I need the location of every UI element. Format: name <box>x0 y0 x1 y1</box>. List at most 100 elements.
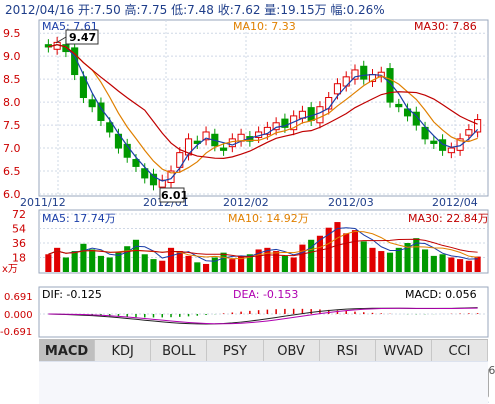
price-x-tick: 2011/12 <box>20 196 66 209</box>
volume-ma30-label: MA30: 22.84万 <box>408 212 489 225</box>
candle-body <box>202 131 210 141</box>
candle-body <box>307 107 315 121</box>
candle-body <box>316 106 324 124</box>
volume-bar <box>159 260 166 272</box>
indicator-tabbar: MACD KDJ BOLL PSY OBV RSI WVAD CCI <box>39 339 488 363</box>
candle-body <box>79 76 87 99</box>
tab-wvad[interactable]: WVAD <box>376 340 432 362</box>
candle-body <box>342 76 350 87</box>
macd-y-tick-top: 0.691 <box>4 292 33 303</box>
macd-dea-line <box>48 307 478 325</box>
candle-body <box>412 111 420 126</box>
tab-rsi[interactable]: RSI <box>320 340 376 362</box>
low-callout: 6.01 <box>161 189 188 202</box>
volume-bar <box>325 227 332 272</box>
candle-body <box>333 83 342 95</box>
candle-body <box>132 159 140 167</box>
candle-body <box>465 129 473 136</box>
tab-psy[interactable]: PSY <box>207 340 264 362</box>
volume-bar <box>413 238 420 272</box>
candle-body <box>272 122 280 131</box>
volume-bar <box>45 254 52 272</box>
volume-bar <box>273 251 280 272</box>
candle-body <box>281 118 289 128</box>
macd-dea-label: DEA: -0.153 <box>233 288 298 301</box>
price-y-tick: 9.0 <box>3 50 21 63</box>
volume-bar <box>430 255 437 272</box>
candle-body <box>395 103 403 108</box>
volume-bar <box>343 233 350 272</box>
ma30-line <box>48 44 478 159</box>
candle-body <box>430 140 438 144</box>
volume-bar <box>132 239 140 272</box>
candle-body <box>149 173 158 186</box>
volume-y-tick: 18 <box>12 252 26 265</box>
price-y-tick: 8.5 <box>3 73 21 86</box>
price-y-tick: 7.0 <box>3 142 21 155</box>
price-ma30-label: MA30: 7.86 <box>414 20 477 33</box>
volume-bar <box>220 252 227 272</box>
volume-bar <box>299 244 306 272</box>
volume-bar <box>290 257 297 272</box>
volume-bar <box>115 252 122 272</box>
candle-body <box>167 170 175 184</box>
high-callout-pointer <box>55 36 67 44</box>
price-ma10-label: MA10: 7.33 <box>233 20 296 33</box>
volume-bar <box>150 259 157 272</box>
volume-bar <box>238 255 245 272</box>
price-y-tick: 9.5 <box>3 27 21 40</box>
volume-bar <box>378 251 385 272</box>
volume-y-tick: 54 <box>12 223 26 236</box>
volume-bar <box>421 249 429 272</box>
high-callout: 9.47 <box>69 31 96 44</box>
volume-bar <box>176 251 183 272</box>
tab-kdj[interactable]: KDJ <box>95 340 152 362</box>
tab-macd[interactable]: MACD <box>39 340 96 362</box>
candle-body <box>141 168 149 179</box>
volume-bar <box>211 257 218 272</box>
volume-bar <box>334 222 341 272</box>
volume-panel-frame <box>38 209 489 274</box>
volume-bar <box>439 254 446 272</box>
candle-body <box>386 68 394 103</box>
candle-body <box>158 179 166 188</box>
candle-body <box>474 119 482 133</box>
volume-bar <box>386 252 394 272</box>
tab-boll[interactable]: BOLL <box>151 340 208 362</box>
macd-panel-frame <box>38 286 489 338</box>
price-x-tick: 2012/04 <box>432 196 478 209</box>
candle-body <box>220 147 228 151</box>
price-x-tick: 2012/02 <box>223 196 269 209</box>
volume-ma10-label: MA10: 14.92万 <box>228 212 309 225</box>
volume-bar <box>448 257 455 272</box>
volume-bar <box>202 263 210 272</box>
tab-cci[interactable]: CCI <box>432 340 488 362</box>
volume-bar <box>316 235 324 272</box>
macd-y-tick-mid: 0.000 <box>4 310 33 321</box>
macd-dif-label: DIF: -0.125 <box>42 288 102 301</box>
tab-obv[interactable]: OBV <box>264 340 320 362</box>
low-callout-box <box>159 187 185 203</box>
candle-body <box>106 122 114 133</box>
price-x-tick: 2012/03 <box>328 196 374 209</box>
candle-body <box>360 65 368 80</box>
volume-bar <box>80 243 87 272</box>
candle-body <box>447 147 455 154</box>
macd-y-tick-bottom: -0.691 <box>0 327 32 338</box>
volume-ma10-line <box>48 230 478 260</box>
volume-y-tick: 36 <box>12 237 26 250</box>
volume-bar <box>97 255 105 272</box>
volume-ma5-line <box>48 227 478 262</box>
volume-bar <box>71 251 78 272</box>
volume-bar <box>360 241 367 272</box>
ma10-line <box>48 44 478 174</box>
time-navigator[interactable] <box>39 361 488 404</box>
volume-bar <box>457 259 464 272</box>
candle-body <box>351 69 359 80</box>
volume-bar <box>474 256 481 272</box>
price-panel-frame <box>38 19 489 197</box>
price-y-tick: 6.5 <box>3 165 21 178</box>
price-y-tick: 6.0 <box>3 188 21 201</box>
